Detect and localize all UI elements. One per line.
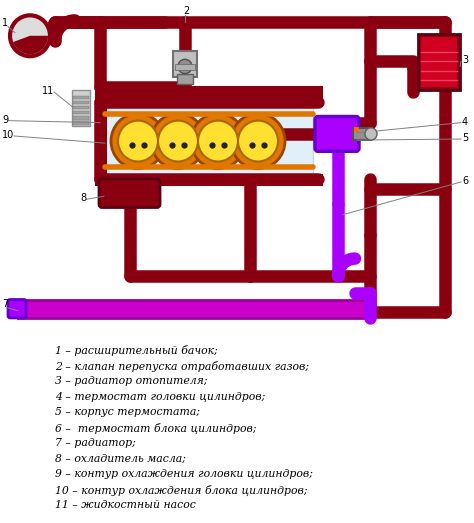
Circle shape (118, 121, 158, 162)
Text: 5 – корпус термостата;: 5 – корпус термостата; (55, 407, 200, 417)
Text: 10 – контур охлаждения блока цилиндров;: 10 – контур охлаждения блока цилиндров; (55, 484, 308, 496)
Bar (18, 300, 370, 318)
Text: 5: 5 (462, 133, 468, 143)
Bar (73, 96, 89, 99)
Bar (95, 174, 323, 186)
Text: 3: 3 (462, 55, 468, 65)
Text: 1 – расширительный бачок;: 1 – расширительный бачок; (55, 345, 218, 356)
Text: 10: 10 (2, 130, 14, 140)
Bar (418, 33, 460, 90)
Circle shape (238, 121, 278, 162)
Circle shape (191, 113, 245, 168)
FancyBboxPatch shape (315, 117, 359, 151)
Text: 4 – термостат головки цилиндров;: 4 – термостат головки цилиндров; (55, 392, 265, 402)
Bar (73, 121, 89, 124)
Text: 9 – контур охлаждения головки цилиндров;: 9 – контур охлаждения головки цилиндров; (55, 469, 313, 479)
Text: 9: 9 (2, 115, 8, 124)
Bar (175, 64, 195, 70)
Bar (353, 128, 371, 140)
Text: 6: 6 (462, 176, 468, 186)
Text: 7 – радиатор;: 7 – радиатор; (55, 438, 136, 448)
Bar (173, 51, 197, 77)
Bar (95, 86, 323, 104)
Text: 11 – жидкостный насос: 11 – жидкостный насос (55, 500, 196, 510)
Text: 2: 2 (183, 6, 189, 16)
Bar (73, 106, 89, 109)
Text: 2 – клапан перепуска отработавших газов;: 2 – клапан перепуска отработавших газов; (55, 361, 309, 372)
Text: 7: 7 (2, 299, 8, 309)
Circle shape (231, 113, 285, 168)
Bar (73, 111, 89, 115)
Bar (73, 101, 89, 104)
Circle shape (365, 128, 377, 140)
Text: 3 – радиатор отопителя;: 3 – радиатор отопителя; (55, 376, 208, 386)
Circle shape (10, 15, 50, 56)
Text: 11: 11 (42, 86, 54, 96)
Circle shape (111, 113, 165, 168)
Circle shape (198, 121, 238, 162)
Bar (354, 127, 359, 132)
Wedge shape (13, 36, 48, 54)
Text: 4: 4 (462, 117, 468, 127)
FancyBboxPatch shape (99, 179, 160, 208)
Bar (72, 90, 90, 126)
Text: 8 – охладитель масла;: 8 – охладитель масла; (55, 453, 186, 463)
Bar (73, 116, 89, 120)
Text: 8: 8 (80, 194, 86, 203)
Circle shape (178, 59, 192, 74)
Text: 1: 1 (2, 18, 8, 28)
Circle shape (151, 113, 205, 168)
Text: 6 –  термостат блока цилиндров;: 6 – термостат блока цилиндров; (55, 423, 256, 434)
Bar (177, 74, 193, 84)
Bar (105, 107, 313, 174)
Bar (421, 37, 457, 87)
FancyBboxPatch shape (8, 300, 26, 318)
Bar (95, 82, 107, 179)
Circle shape (158, 121, 198, 162)
